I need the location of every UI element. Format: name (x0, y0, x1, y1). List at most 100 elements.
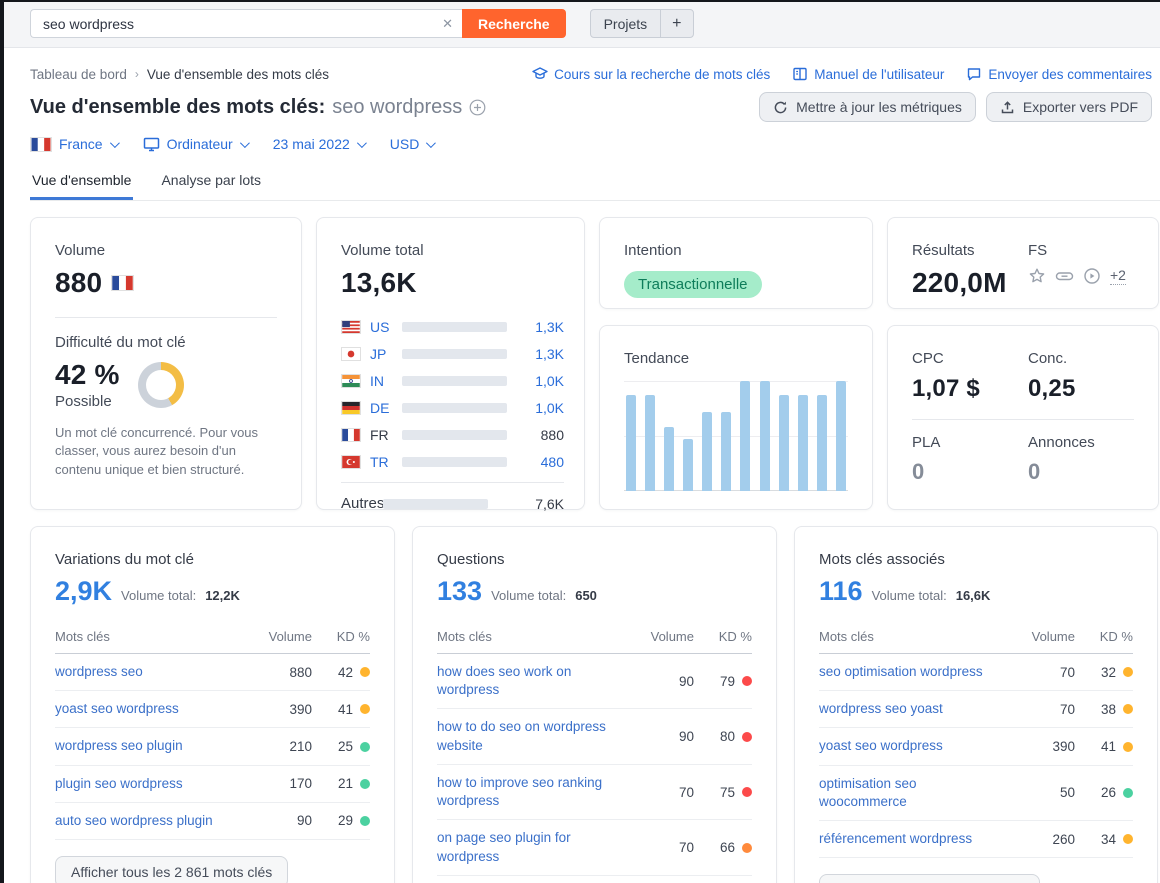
keyword-kd: 79 (694, 674, 752, 689)
results-value: 220,0M (912, 267, 1007, 298)
keyword-link[interactable]: référencement wordpress (819, 831, 973, 847)
show-all-keywords-button[interactable]: Afficher tous les 116 mots clés (819, 874, 1040, 883)
link-icon (1055, 272, 1074, 281)
search-input[interactable] (31, 15, 462, 32)
others-volume-row: Autres 7,6K (341, 490, 564, 517)
keyword-link[interactable]: how to improve seo ranking wordpress (437, 774, 603, 809)
device-filter[interactable]: Ordinateur (143, 136, 250, 152)
keyword-kd: 25 (312, 739, 370, 754)
window-edge-top (0, 0, 1160, 2)
volume-total-card: Volume total 13,6K US 1,3K JP 1,3K IN 1,0K DE 1… (316, 217, 585, 512)
fr-flag-icon (341, 427, 361, 442)
keyword-link[interactable]: optimisation seo woocommerce (819, 775, 917, 809)
table-row: référencement wordpress 260 34 (819, 821, 1133, 859)
tab-batch-analysis[interactable]: Analyse par lots (161, 172, 262, 188)
keyword-volume: 880 (289, 664, 312, 680)
table-body: how does seo work on wordpress 90 79 how to… (437, 654, 752, 883)
projects-button[interactable]: Projets (591, 10, 661, 37)
keyword-link[interactable]: auto seo wordpress plugin (55, 812, 213, 828)
column-header-volume: Volume (650, 629, 694, 644)
search-button[interactable]: Recherche (462, 9, 566, 38)
column-header-keywords: Mots clés (437, 629, 492, 644)
keyword-volume: 70 (1059, 701, 1075, 717)
course-link-label: Cours sur la recherche de mots clés (554, 66, 771, 82)
table-body: seo optimisation wordpress 70 32 wordpress … (819, 654, 1133, 859)
export-pdf-button[interactable]: Exporter vers PDF (985, 92, 1152, 122)
keyword-research-course-link[interactable]: Cours sur la recherche de mots clés (532, 66, 770, 82)
update-metrics-button[interactable]: Mettre à jour les métriques (759, 92, 976, 122)
keyword-kd: 21 (312, 776, 370, 791)
book-icon (793, 67, 807, 81)
kd-indicator-dot (742, 731, 752, 742)
country-code-link[interactable]: DE (370, 399, 390, 416)
page-title-text: Vue d'ensemble des mots clés: (30, 95, 326, 118)
trend-bar (721, 411, 732, 491)
trend-bar (626, 395, 636, 491)
send-feedback-link[interactable]: Envoyer des commentaires (966, 66, 1152, 82)
keyword-link[interactable]: wordpress seo yoast (819, 701, 943, 717)
breadcrumb-separator-icon: › (134, 67, 139, 81)
ads-value: 0 (1028, 459, 1041, 484)
jp-flag-icon (341, 346, 361, 361)
refresh-icon (774, 101, 787, 113)
keyword-link[interactable]: how does seo work on wordpress (437, 664, 572, 698)
country-code-link[interactable]: JP (370, 345, 387, 362)
country-volume-value[interactable]: 1,0K (535, 372, 564, 389)
add-project-button[interactable]: + (660, 10, 692, 37)
competition-label: Conc. (1028, 350, 1068, 367)
kd-indicator-dot (360, 815, 370, 826)
country-volume-row: TR 480 (341, 448, 564, 475)
keyword-link[interactable]: wordpress seo plugin (55, 738, 183, 754)
show-all-keywords-button[interactable]: Afficher tous les 2 861 mots clés (55, 856, 289, 883)
country-volume-value[interactable]: 1,3K (535, 318, 564, 335)
country-filter-label: France (59, 136, 103, 152)
breadcrumb-dashboard[interactable]: Tableau de bord (30, 66, 127, 82)
table-row: optimisation seo woocommerce 50 26 (819, 766, 1133, 822)
keyword-link[interactable]: how to do seo on wordpress website (437, 719, 606, 753)
keyword-link[interactable]: yoast seo wordpress (819, 738, 943, 754)
chevron-down-icon (356, 137, 367, 148)
user-manual-link[interactable]: Manuel de l'utilisateur (792, 66, 944, 82)
keyword-link[interactable]: seo optimisation wordpress (819, 664, 983, 679)
kd-indicator-dot (360, 741, 370, 752)
country-volume-value: 880 (540, 426, 564, 443)
keyword-link[interactable]: yoast seo wordpress (55, 701, 179, 717)
cpc-card: CPC 1,07 $ Conc. 0,25 PLA 0 Annonce (887, 325, 1159, 510)
serp-features-label: FS (1028, 242, 1048, 259)
country-code-link[interactable]: IN (370, 372, 384, 389)
fs-more-badge[interactable]: +2 (1110, 267, 1126, 285)
star-icon (1029, 268, 1045, 283)
ads-label: Annonces (1028, 434, 1095, 451)
update-metrics-label: Mettre à jour les métriques (796, 99, 962, 115)
kd-indicator-dot (360, 667, 370, 678)
table-row: yoast seo wordpress 390 41 (55, 691, 370, 729)
keyword-link[interactable]: on page seo plugin for wordpress (437, 830, 571, 864)
cpc-label: CPC (912, 350, 944, 367)
keyword-link[interactable]: wordpress seo (55, 664, 143, 679)
column-header-kd: KD % (1099, 629, 1133, 644)
country-volume-value[interactable]: 1,0K (535, 399, 564, 416)
keyword-volume: 70 (1059, 664, 1075, 680)
add-keyword-icon[interactable] (469, 99, 486, 116)
difficulty-label: Difficulté du mot clé (55, 334, 186, 351)
pla-value: 0 (912, 459, 925, 484)
keyword-kd: 26 (1075, 785, 1133, 800)
volume-difficulty-card: Volume 880 Difficulté du mot clé 42 % Po… (30, 217, 302, 510)
kd-indicator-dot (360, 704, 370, 715)
keyword-link[interactable]: plugin seo wordpress (55, 775, 183, 791)
intent-card: Intention Transactionnelle (599, 217, 873, 309)
currency-filter[interactable]: USD (390, 136, 437, 152)
country-volume-value[interactable]: 1,3K (535, 345, 564, 362)
country-volume-value[interactable]: 480 (540, 453, 564, 470)
country-volume-bar (402, 456, 507, 467)
country-filter[interactable]: France (30, 136, 120, 152)
keyword-volume: 90 (678, 729, 694, 745)
divider (912, 419, 1134, 420)
table-volume-total-label: Volume total: (491, 588, 567, 603)
country-code-link[interactable]: TR (370, 453, 389, 470)
table-header: Mots clés Volume KD % (55, 629, 370, 654)
country-code-link[interactable]: US (370, 318, 390, 335)
clear-search-icon[interactable]: ✕ (442, 16, 453, 31)
date-filter[interactable]: 23 mai 2022 (273, 136, 367, 152)
tab-overview[interactable]: Vue d'ensemble (30, 172, 134, 200)
